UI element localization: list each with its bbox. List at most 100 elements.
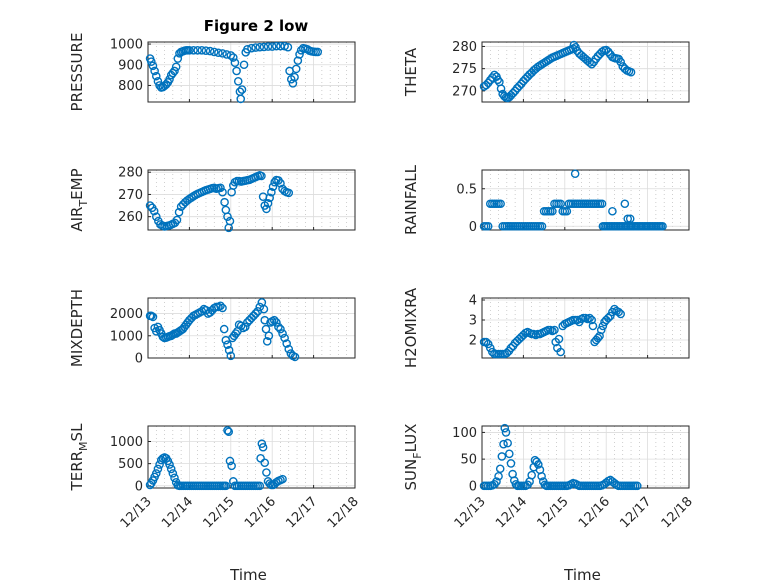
data-point — [147, 57, 156, 66]
subplot-h2omixra-axes-frame — [481, 297, 690, 359]
xtick-label: 12/14 — [159, 494, 196, 531]
data-point — [587, 315, 597, 325]
data-point — [596, 325, 606, 335]
data-point — [290, 352, 300, 362]
data-point — [228, 53, 238, 62]
data-point — [259, 42, 269, 52]
data-point — [280, 333, 289, 343]
data-point — [205, 46, 215, 56]
data-point — [221, 481, 231, 491]
data-point — [150, 66, 159, 76]
data-point — [222, 50, 231, 59]
data-point — [284, 344, 294, 354]
data-point — [278, 329, 287, 338]
data-point — [495, 464, 505, 474]
data-point — [233, 77, 243, 86]
data-point — [262, 204, 271, 214]
subplot-terr-msl-axes-box — [147, 425, 356, 489]
subplot-rainfall-ylabel: RAINFALL — [402, 164, 420, 235]
data-point — [284, 188, 294, 198]
data-point — [632, 481, 642, 491]
data-point — [226, 351, 236, 361]
ytick-label: 4 — [469, 294, 477, 309]
data-point — [218, 49, 227, 58]
subplot-terr-msl-ylabel: TERRMSL — [68, 423, 90, 492]
subplot-rainfall: 0 0.5 RAINFALL — [402, 164, 690, 235]
data-point — [171, 62, 181, 72]
data-point — [603, 313, 613, 323]
ytick-label: 3 — [469, 314, 477, 329]
xtick-label: 12/15 — [201, 494, 238, 531]
subplot-theta-ylabel: THETA — [402, 47, 420, 97]
data-point — [149, 206, 159, 216]
ytick-label: 500 — [118, 457, 143, 472]
data-point — [214, 48, 223, 58]
xtick-label: 12/17 — [283, 494, 320, 531]
data-point — [556, 347, 565, 357]
data-point — [295, 50, 304, 59]
data-point — [550, 325, 559, 335]
data-point — [570, 169, 580, 179]
data-point — [218, 303, 227, 313]
data-point — [174, 207, 184, 217]
data-point — [145, 201, 155, 210]
data-point — [223, 212, 232, 221]
data-point — [243, 44, 252, 54]
data-point — [276, 324, 285, 334]
data-point — [527, 470, 536, 480]
data-point — [502, 348, 512, 358]
data-point — [227, 461, 236, 471]
subplot-mixdepth: 0 1000 2000 MIXDEPTH — [68, 289, 356, 367]
data-point — [223, 340, 232, 349]
data-point — [658, 221, 667, 231]
data-point — [148, 312, 158, 322]
data-point — [259, 304, 269, 314]
data-point — [496, 199, 505, 209]
ytick-label: 2 — [469, 334, 477, 349]
data-point — [585, 58, 594, 67]
xtick-label: 12/17 — [617, 494, 654, 531]
data-point — [593, 333, 603, 343]
subplot-mixdepth-axes-box — [147, 297, 356, 359]
data-point — [501, 428, 511, 437]
data-point — [263, 199, 273, 208]
data-point — [240, 322, 250, 332]
ytick-label: 50 — [460, 453, 477, 468]
data-point — [296, 45, 306, 55]
ytick-label: 0 — [469, 220, 477, 235]
xtick-label: 12/15 — [535, 494, 572, 531]
data-point — [534, 460, 543, 469]
ytick-label: 2000 — [110, 307, 143, 322]
ytick-label: 1000 — [110, 329, 143, 344]
data-point — [282, 339, 291, 348]
ytick-label: 270 — [452, 84, 477, 99]
data-point — [257, 171, 266, 181]
data-point — [269, 315, 279, 325]
data-point — [562, 206, 572, 216]
subplot-sun-flux: 0 50 100 12/13 12/14 12/15 12/16 12/17 12/18 SUNF… — [402, 424, 696, 583]
data-point — [608, 206, 617, 216]
subplot-sun-flux-axes-box — [481, 425, 690, 489]
data-point — [625, 214, 635, 224]
data-point — [185, 45, 194, 55]
data-point — [255, 481, 265, 491]
data-point — [237, 85, 247, 94]
data-point — [223, 426, 232, 435]
data-point — [290, 72, 299, 82]
subplot-h2omixra: 2 3 4 H2OMIXRA — [402, 287, 690, 368]
data-point — [148, 61, 158, 71]
data-point — [496, 84, 506, 93]
data-point — [260, 458, 270, 468]
ytick-label: 900 — [118, 58, 143, 73]
subplot-rainfall-axes-frame — [481, 169, 690, 231]
xtick-label: 12/14 — [493, 494, 530, 531]
data-point — [165, 460, 174, 469]
data-point — [168, 469, 178, 478]
subplot-terr-msl-xlabel: Time — [229, 566, 267, 583]
data-point — [151, 212, 161, 221]
data-point — [278, 474, 287, 484]
data-point — [247, 43, 256, 53]
data-point — [508, 88, 518, 98]
xtick-label: 12/13 — [118, 494, 155, 531]
data-point — [224, 345, 234, 355]
